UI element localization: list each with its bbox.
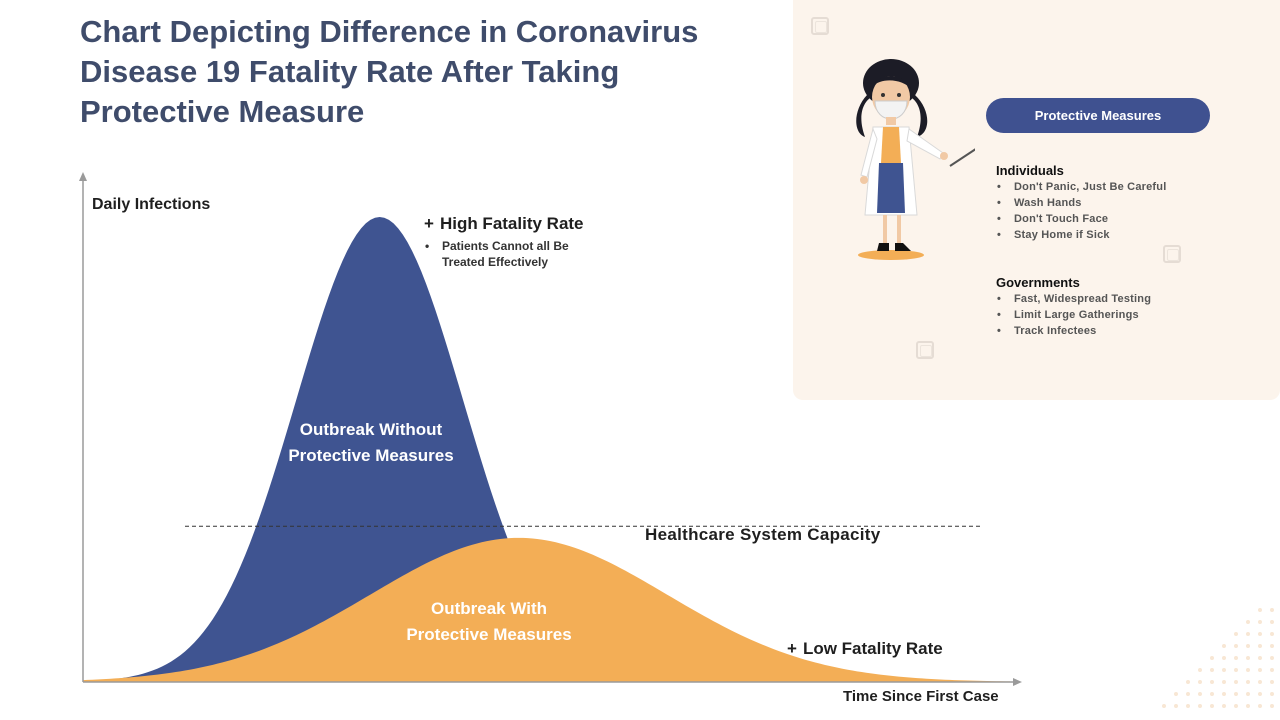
list-item: Limit Large Gatherings xyxy=(996,307,1151,323)
y-axis-label: Daily Infections xyxy=(92,196,211,213)
decorative-square-icon xyxy=(1163,245,1181,263)
annotation-heading: Low Fatality Rate xyxy=(802,639,943,658)
series-label-without-measures: Outbreak Without Protective Measures xyxy=(288,420,454,465)
plus-icon: + xyxy=(787,639,797,658)
area-without-measures xyxy=(83,217,1010,682)
x-axis-label: Time Since First Case xyxy=(843,688,999,705)
list-item: Wash Hands xyxy=(996,195,1166,211)
list-item: Stay Home if Sick xyxy=(996,227,1166,243)
protective-measures-pill: Protective Measures xyxy=(986,98,1210,133)
list-item: Track Infectees xyxy=(996,323,1151,339)
group-title: Governments xyxy=(996,275,1080,290)
x-axis-arrow xyxy=(1013,678,1022,686)
page-title: Chart Depicting Difference in Coronaviru… xyxy=(80,14,699,129)
series-label-with-measures: Outbreak With Protective Measures xyxy=(406,599,572,644)
capacity-label: Healthcare System Capacity xyxy=(645,525,881,544)
annotation-high-fatality: + High Fatality Rate Patients Cannot all … xyxy=(424,214,595,270)
y-axis-arrow xyxy=(79,172,87,181)
area-with-measures xyxy=(83,537,1010,682)
decorative-dots xyxy=(1162,608,1274,708)
group-governments: Governments Fast, Widespread Testing Lim… xyxy=(996,274,1151,339)
list-item: Don't Touch Face xyxy=(996,211,1166,227)
decorative-square-icon xyxy=(916,341,934,359)
group-title: Individuals xyxy=(996,163,1064,178)
group-individuals: Individuals Don't Panic, Just Be Careful… xyxy=(996,162,1166,243)
plus-icon: + xyxy=(424,214,434,233)
doctor-with-mask-icon xyxy=(856,59,975,260)
list-item: Fast, Widespread Testing xyxy=(996,291,1151,307)
annotation-bullet: Patients Cannot all Be Treated Effective… xyxy=(425,238,595,270)
decorative-square-icon xyxy=(811,17,829,35)
annotation-low-fatality: + Low Fatality Rate xyxy=(787,639,943,659)
list-item: Don't Panic, Just Be Careful xyxy=(996,179,1166,195)
annotation-heading: High Fatality Rate xyxy=(439,214,584,233)
